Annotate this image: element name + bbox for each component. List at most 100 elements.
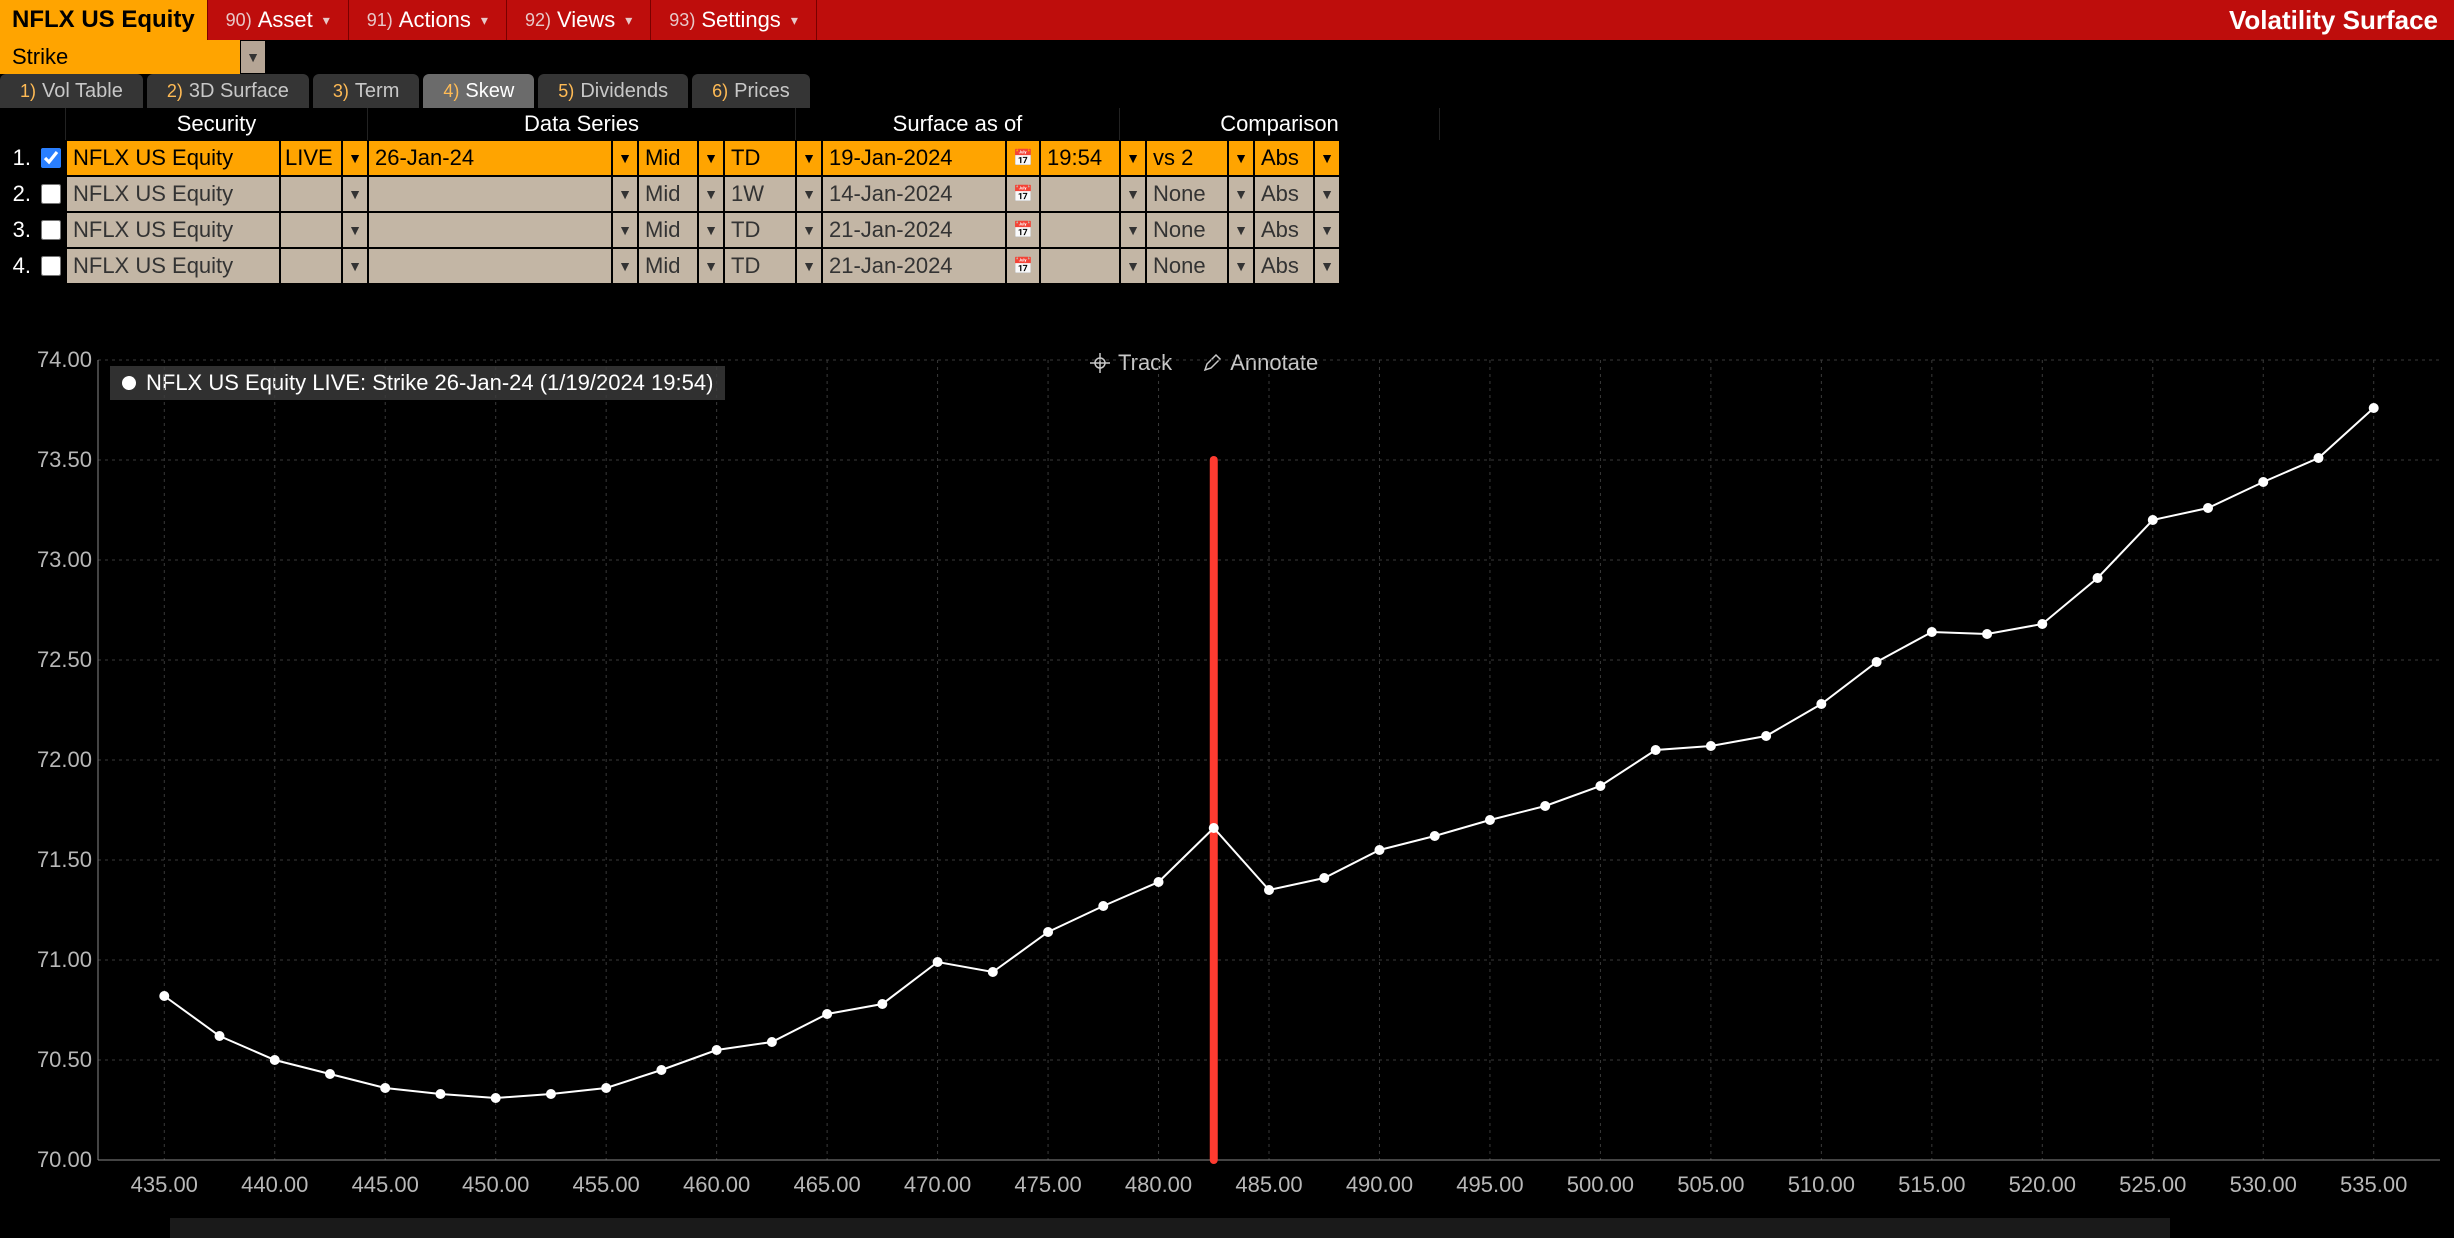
row-checkbox-input[interactable]	[41, 148, 61, 168]
row-checkbox[interactable]	[36, 248, 66, 284]
comparison-field[interactable]: None	[1146, 212, 1228, 248]
dropdown-icon[interactable]: ▼	[1314, 248, 1340, 284]
comparison-field[interactable]: None	[1146, 248, 1228, 284]
dropdown-icon[interactable]: ▼	[1228, 212, 1254, 248]
dropdown-icon[interactable]: ▼	[698, 140, 724, 176]
dropdown-icon[interactable]: ▼	[1120, 176, 1146, 212]
live-field[interactable]	[280, 176, 342, 212]
dropdown-icon[interactable]: ▼	[1120, 248, 1146, 284]
dropdown-icon[interactable]: ▼	[1228, 248, 1254, 284]
series-field[interactable]	[368, 212, 612, 248]
mid-field[interactable]: Mid	[638, 212, 698, 248]
date-field[interactable]: 14-Jan-2024	[822, 176, 1006, 212]
bottom-scrollbar[interactable]	[170, 1218, 2170, 1238]
date-field[interactable]: 21-Jan-2024	[822, 248, 1006, 284]
tab-term[interactable]: 3)Term	[313, 74, 419, 108]
dropdown-icon[interactable]: ▼	[1314, 212, 1340, 248]
dropdown-icon[interactable]: ▼	[612, 212, 638, 248]
chart-area[interactable]: 70.0070.5071.0071.5072.0072.5073.0073.50…	[0, 340, 2454, 1220]
y-axis-tick: 72.50	[37, 647, 92, 673]
date-field[interactable]: 21-Jan-2024	[822, 212, 1006, 248]
mid-field[interactable]: Mid	[638, 176, 698, 212]
strike-selector[interactable]: Strike	[0, 40, 240, 74]
live-field[interactable]	[280, 248, 342, 284]
comparison-field[interactable]: vs 2	[1146, 140, 1228, 176]
security-field[interactable]: NFLX US Equity	[66, 248, 280, 284]
date-field[interactable]: 19-Jan-2024	[822, 140, 1006, 176]
dropdown-icon[interactable]: ▼	[612, 248, 638, 284]
strike-dropdown-icon[interactable]: ▼	[240, 40, 266, 74]
config-row: 1. NFLX US Equity LIVE ▼ 26-Jan-24 ▼ Mid…	[0, 140, 2454, 176]
tab-dividends[interactable]: 5)Dividends	[538, 74, 688, 108]
dropdown-icon[interactable]: ▼	[1120, 212, 1146, 248]
tab-vol-table[interactable]: 1)Vol Table	[0, 74, 143, 108]
td-field[interactable]: TD	[724, 140, 796, 176]
menu-settings[interactable]: 93)Settings▾	[651, 0, 817, 40]
calendar-icon[interactable]: 📅	[1006, 248, 1040, 284]
security-field[interactable]: NFLX US Equity	[66, 212, 280, 248]
row-checkbox-input[interactable]	[41, 220, 61, 240]
dropdown-icon[interactable]: ▼	[796, 212, 822, 248]
dropdown-icon[interactable]: ▼	[612, 140, 638, 176]
dropdown-icon[interactable]: ▼	[698, 212, 724, 248]
calendar-icon[interactable]: 📅	[1006, 176, 1040, 212]
dropdown-icon[interactable]: ▼	[796, 248, 822, 284]
mid-field[interactable]: Mid	[638, 248, 698, 284]
live-field[interactable]: LIVE	[280, 140, 342, 176]
mid-field[interactable]: Mid	[638, 140, 698, 176]
row-checkbox-input[interactable]	[41, 184, 61, 204]
time-field[interactable]	[1040, 176, 1120, 212]
security-field[interactable]: NFLX US Equity	[66, 176, 280, 212]
calendar-icon[interactable]: 📅	[1006, 140, 1040, 176]
dropdown-icon[interactable]: ▼	[342, 140, 368, 176]
td-field[interactable]: TD	[724, 248, 796, 284]
dropdown-icon[interactable]: ▼	[1314, 140, 1340, 176]
chevron-down-icon: ▾	[481, 12, 488, 29]
abs-field[interactable]: Abs	[1254, 212, 1314, 248]
abs-field[interactable]: Abs	[1254, 140, 1314, 176]
td-field[interactable]: TD	[724, 212, 796, 248]
series-field[interactable]	[368, 176, 612, 212]
tab-num: 1)	[20, 81, 36, 102]
abs-field[interactable]: Abs	[1254, 248, 1314, 284]
dropdown-icon[interactable]: ▼	[1120, 140, 1146, 176]
time-field[interactable]: 19:54	[1040, 140, 1120, 176]
series-field[interactable]: 26-Jan-24	[368, 140, 612, 176]
dropdown-icon[interactable]: ▼	[1314, 176, 1340, 212]
tab-num: 6)	[712, 81, 728, 102]
x-axis-tick: 510.00	[1788, 1172, 1855, 1198]
tab-3d-surface[interactable]: 2)3D Surface	[147, 74, 309, 108]
dropdown-icon[interactable]: ▼	[796, 140, 822, 176]
config-row: 4. NFLX US Equity ▼ ▼ Mid ▼ TD ▼ 21-Jan-…	[0, 248, 2454, 284]
row-checkbox[interactable]	[36, 212, 66, 248]
row-checkbox[interactable]	[36, 176, 66, 212]
menu-asset[interactable]: 90)Asset▾	[207, 0, 349, 40]
time-field[interactable]	[1040, 248, 1120, 284]
security-field[interactable]: NFLX US Equity	[66, 140, 280, 176]
calendar-icon[interactable]: 📅	[1006, 212, 1040, 248]
tab-skew[interactable]: 4)Skew	[423, 74, 534, 108]
dropdown-icon[interactable]: ▼	[342, 212, 368, 248]
abs-field[interactable]: Abs	[1254, 176, 1314, 212]
dropdown-icon[interactable]: ▼	[342, 176, 368, 212]
header-security: Security	[66, 108, 368, 140]
td-field[interactable]: 1W	[724, 176, 796, 212]
dropdown-icon[interactable]: ▼	[698, 248, 724, 284]
tab-prices[interactable]: 6)Prices	[692, 74, 810, 108]
dropdown-icon[interactable]: ▼	[1228, 140, 1254, 176]
dropdown-icon[interactable]: ▼	[342, 248, 368, 284]
dropdown-icon[interactable]: ▼	[612, 176, 638, 212]
row-checkbox[interactable]	[36, 140, 66, 176]
row-index: 4.	[0, 248, 36, 284]
row-checkbox-input[interactable]	[41, 256, 61, 276]
dropdown-icon[interactable]: ▼	[698, 176, 724, 212]
menu-views[interactable]: 92)Views▾	[507, 0, 651, 40]
time-field[interactable]	[1040, 212, 1120, 248]
comparison-field[interactable]: None	[1146, 176, 1228, 212]
series-field[interactable]	[368, 248, 612, 284]
live-field[interactable]	[280, 212, 342, 248]
ticker-chip[interactable]: NFLX US Equity	[0, 0, 207, 40]
dropdown-icon[interactable]: ▼	[796, 176, 822, 212]
dropdown-icon[interactable]: ▼	[1228, 176, 1254, 212]
menu-actions[interactable]: 91)Actions▾	[349, 0, 507, 40]
